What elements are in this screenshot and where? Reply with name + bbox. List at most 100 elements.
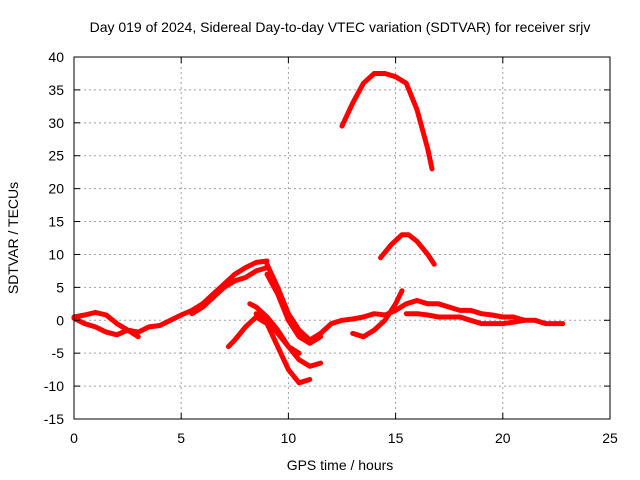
data-point xyxy=(361,81,366,86)
data-point xyxy=(286,344,291,349)
data-point xyxy=(307,341,312,346)
data-point xyxy=(296,357,302,362)
data-point xyxy=(232,272,237,277)
data-point xyxy=(318,334,323,339)
y-tick-label: 15 xyxy=(48,214,64,230)
data-point xyxy=(254,260,259,265)
data-point xyxy=(532,318,538,323)
data-point xyxy=(243,265,248,270)
data-point xyxy=(286,318,291,323)
chart-title: Day 019 of 2024, Sidereal Day-to-day VTE… xyxy=(90,19,591,35)
data-point xyxy=(254,311,259,316)
data-point xyxy=(286,367,291,372)
data-point xyxy=(232,337,237,343)
data-point xyxy=(243,324,248,330)
x-tick-label: 15 xyxy=(388,430,404,446)
data-point xyxy=(226,344,231,349)
data-series xyxy=(71,71,566,386)
data-point xyxy=(93,310,98,315)
data-point xyxy=(372,311,377,316)
data-point xyxy=(447,304,452,310)
y-tick-label: 5 xyxy=(56,279,64,295)
data-point xyxy=(468,308,473,313)
data-point xyxy=(157,323,162,328)
series-arc-4 xyxy=(264,261,566,343)
data-point xyxy=(393,74,398,79)
data-point xyxy=(522,318,527,323)
data-point xyxy=(200,304,205,310)
y-tick-label: 30 xyxy=(48,115,64,131)
data-point xyxy=(457,314,463,320)
data-point xyxy=(554,321,559,326)
data-point xyxy=(264,262,270,267)
data-point xyxy=(275,331,280,336)
x-tick-label: 10 xyxy=(281,430,297,446)
data-point xyxy=(404,81,409,86)
x-tick-label: 25 xyxy=(602,430,618,446)
data-point xyxy=(82,312,87,318)
data-point xyxy=(393,301,398,306)
data-point xyxy=(406,232,411,237)
data-point xyxy=(93,324,98,330)
data-point xyxy=(104,312,109,318)
data-point xyxy=(489,312,495,318)
data-point xyxy=(296,351,302,356)
data-point xyxy=(436,314,441,320)
data-point xyxy=(254,304,259,310)
data-point xyxy=(489,321,495,326)
data-point xyxy=(307,364,312,369)
data-point xyxy=(221,285,227,290)
data-point xyxy=(511,320,516,325)
data-point xyxy=(382,318,388,323)
data-point xyxy=(399,232,405,237)
data-point xyxy=(189,311,195,316)
data-point xyxy=(425,146,430,152)
data-point xyxy=(361,314,366,320)
y-tick-label: 35 xyxy=(48,82,64,98)
grid xyxy=(74,57,610,419)
data-point xyxy=(232,278,237,283)
y-tick-label: 25 xyxy=(48,148,64,164)
data-point xyxy=(447,314,452,320)
y-tick-label: -5 xyxy=(52,345,65,361)
data-point xyxy=(543,321,548,326)
data-point xyxy=(146,324,152,330)
data-point xyxy=(436,301,441,306)
data-point xyxy=(511,314,516,320)
data-point xyxy=(404,311,409,316)
y-tick-label: 40 xyxy=(48,49,64,65)
data-point xyxy=(339,318,345,323)
y-tick-label: 10 xyxy=(48,246,64,262)
data-point xyxy=(275,291,280,297)
data-point xyxy=(211,295,216,300)
data-point xyxy=(247,301,252,306)
data-point xyxy=(125,327,130,333)
series-arc-9 xyxy=(339,71,435,172)
data-point xyxy=(243,275,248,280)
data-point xyxy=(104,329,109,335)
data-point xyxy=(254,268,259,274)
data-point xyxy=(425,252,430,257)
data-point xyxy=(479,321,484,326)
data-point xyxy=(275,344,280,349)
data-point xyxy=(429,166,435,172)
series-arc-10 xyxy=(378,232,437,267)
data-point xyxy=(425,312,430,318)
data-point xyxy=(329,321,334,326)
data-point xyxy=(425,301,430,306)
data-point xyxy=(560,321,565,326)
data-point xyxy=(389,242,394,247)
data-point xyxy=(339,123,345,129)
data-point xyxy=(500,314,505,320)
data-point xyxy=(350,100,355,106)
data-point xyxy=(414,239,420,244)
data-point xyxy=(136,334,141,339)
data-point xyxy=(296,380,302,385)
data-point xyxy=(372,71,377,76)
data-point xyxy=(399,288,405,293)
y-tick-label: 20 xyxy=(48,181,64,197)
plot-frame xyxy=(73,56,611,420)
axis-ticks: 0 5 10 15 20 25 -15 -10 -5 0 5 10 15 20 25 30 35 40 xyxy=(44,49,618,446)
data-point xyxy=(114,321,120,326)
